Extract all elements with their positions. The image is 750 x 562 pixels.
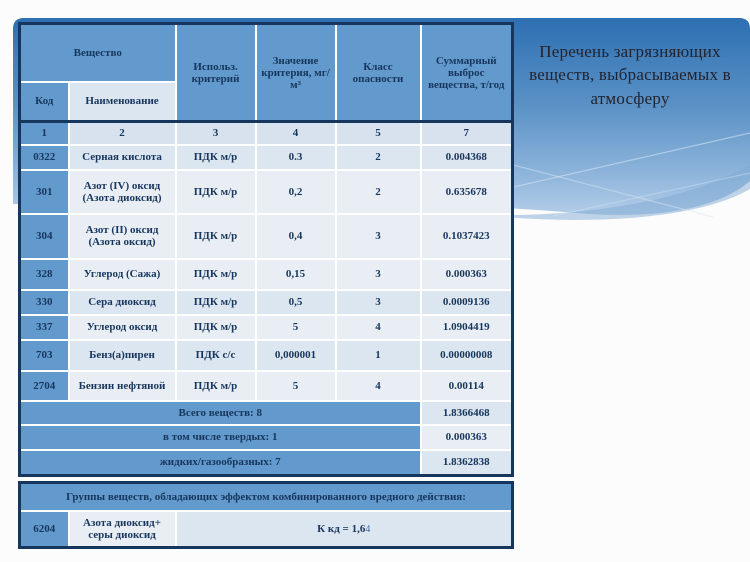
cell-name: Серная кислота xyxy=(67,143,177,171)
cell-kkd: К кд = 1,64 xyxy=(174,509,514,549)
summary-label-solid: в том числе твердых: 1 xyxy=(18,423,422,451)
cell-criterion: ПДК м/р xyxy=(174,143,257,171)
table-row: 2704 Бензин нефтяной ПДК м/р 5 4 0.00114 xyxy=(18,369,514,402)
cell-code: 337 xyxy=(18,313,70,341)
cell-criterion: ПДК м/р xyxy=(174,257,257,291)
cell-code: 328 xyxy=(18,257,70,291)
cell-code: 2704 xyxy=(18,369,70,402)
cell-name: Углерод оксид xyxy=(67,313,177,341)
summary-label-total: Всего веществ: 8 xyxy=(18,399,422,426)
groups-header-row: Группы веществ, обладающих эффектом комб… xyxy=(18,481,514,512)
cell-emission: 0.00000008 xyxy=(419,338,514,372)
header-total-emission: Суммарный выброс вещества, т/год xyxy=(419,22,514,123)
cell-name: Азота диоксид+ серы диоксид xyxy=(67,509,177,549)
table-row: 304 Азот (II) оксид (Азота оксид) ПДК м/… xyxy=(18,212,514,260)
cell-emission: 0.000363 xyxy=(419,257,514,291)
cell-criterion: ПДК м/р xyxy=(174,369,257,402)
cell-name: Сера диоксид xyxy=(67,288,177,316)
cell-value: 5 xyxy=(254,313,337,341)
cell-emission: 0.1037423 xyxy=(419,212,514,260)
cell-emission: 0.635678 xyxy=(419,168,514,215)
cell-criterion: ПДК м/р xyxy=(174,313,257,341)
col-num-5: 5 xyxy=(334,120,422,146)
cell-hazard: 1 xyxy=(334,338,422,372)
cell-emission: 0.00114 xyxy=(419,369,514,402)
table-row: 301 Азот (IV) оксид (Азота диоксид) ПДК … xyxy=(18,168,514,215)
kkd-value: К кд = 1,6 xyxy=(317,522,366,535)
cell-code: 304 xyxy=(18,212,70,260)
cell-code: 301 xyxy=(18,168,70,215)
col-num-2: 2 xyxy=(67,120,177,146)
groups-header: Группы веществ, обладающих эффектом комб… xyxy=(18,481,514,512)
header-hazard-class: Класс опасности xyxy=(334,22,422,123)
cell-code: 0322 xyxy=(18,143,70,171)
summary-value-total: 1.8366468 xyxy=(419,399,514,426)
summary-row: Всего веществ: 8 1.8366468 xyxy=(18,399,514,426)
header-substance: Вещество xyxy=(18,22,177,83)
cell-emission: 1.0904419 xyxy=(419,313,514,341)
cell-value: 0,5 xyxy=(254,288,337,316)
groups-table: Группы веществ, обладающих эффектом комб… xyxy=(18,481,514,549)
cell-hazard: 3 xyxy=(334,212,422,260)
cell-criterion: ПДК м/р xyxy=(174,288,257,316)
cell-value: 0,000001 xyxy=(254,338,337,372)
cell-emission: 0.004368 xyxy=(419,143,514,171)
table-row: 328 Углерод (Сажа) ПДК м/р 0,15 3 0.0003… xyxy=(18,257,514,291)
header-row-substance: Вещество Использ. критерий Значение крит… xyxy=(18,22,514,123)
col-num-1: 1 xyxy=(18,120,70,146)
cell-value: 0,15 xyxy=(254,257,337,291)
cell-name: Бензин нефтяной xyxy=(67,369,177,402)
summary-row: жидких/газообразных: 7 1.8362838 xyxy=(18,448,514,477)
table-row: 703 Бенз(а)пирен ПДК с/с 0,000001 1 0.00… xyxy=(18,338,514,372)
col-num-3: 3 xyxy=(174,120,257,146)
pollutants-table: Вещество Использ. критерий Значение крит… xyxy=(18,22,514,477)
col-num-7: 7 xyxy=(419,120,514,146)
cell-value: 5 xyxy=(254,369,337,402)
header-criterion-value: Значение критерия, мг/м³ xyxy=(254,22,337,123)
cell-hazard: 4 xyxy=(334,369,422,402)
col-num-4: 4 xyxy=(254,120,337,146)
cell-hazard: 2 xyxy=(334,143,422,171)
cell-code: 703 xyxy=(18,338,70,372)
cell-emission: 0.0009136 xyxy=(419,288,514,316)
cell-value: 0,2 xyxy=(254,168,337,215)
summary-label-gaseous: жидких/газообразных: 7 xyxy=(18,448,422,477)
cell-name: Азот (II) оксид (Азота оксид) xyxy=(67,212,177,260)
cell-criterion: ПДК с/с xyxy=(174,338,257,372)
summary-value-gaseous: 1.8362838 xyxy=(419,448,514,477)
kkd-suffix: 4 xyxy=(365,523,371,535)
cell-name: Азот (IV) оксид (Азота диоксид) xyxy=(67,168,177,215)
slide-title: Перечень загрязняющих веществ, выбрасыва… xyxy=(529,42,731,108)
summary-row: в том числе твердых: 1 0.000363 xyxy=(18,423,514,451)
cell-value: 0.3 xyxy=(254,143,337,171)
cell-hazard: 3 xyxy=(334,288,422,316)
cell-code: 6204 xyxy=(18,509,70,549)
header-criterion-used: Использ. критерий xyxy=(174,22,257,123)
cell-code: 330 xyxy=(18,288,70,316)
table-row: 330 Сера диоксид ПДК м/р 0,5 3 0.0009136 xyxy=(18,288,514,316)
cell-criterion: ПДК м/р xyxy=(174,212,257,260)
column-number-row: 1 2 3 4 5 7 xyxy=(18,120,514,146)
groups-data-row: 6204 Азота диоксид+ серы диоксид К кд = … xyxy=(18,509,514,549)
header-row-code-name: Код Наименование xyxy=(18,80,513,123)
header-name: Наименование xyxy=(67,80,177,123)
cell-hazard: 2 xyxy=(334,168,422,215)
table-row: 0322 Серная кислота ПДК м/р 0.3 2 0.0043… xyxy=(18,143,514,171)
cell-name: Углерод (Сажа) xyxy=(67,257,177,291)
cell-hazard: 3 xyxy=(334,257,422,291)
cell-criterion: ПДК м/р xyxy=(174,168,257,215)
cell-hazard: 4 xyxy=(334,313,422,341)
cell-name: Бенз(а)пирен xyxy=(67,338,177,372)
summary-value-solid: 0.000363 xyxy=(419,423,514,451)
table-row: 337 Углерод оксид ПДК м/р 5 4 1.0904419 xyxy=(18,313,514,341)
cell-value: 0,4 xyxy=(254,212,337,260)
header-code: Код xyxy=(18,80,70,123)
